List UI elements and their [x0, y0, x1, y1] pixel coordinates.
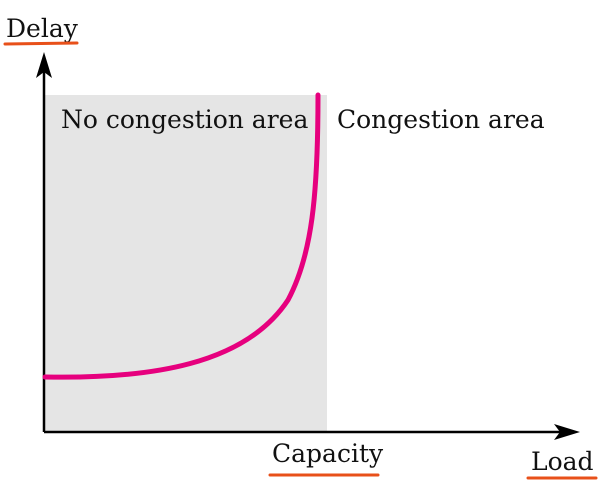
no-congestion-area-shade — [45, 95, 327, 432]
y-axis-label-underline — [3, 41, 79, 46]
delay-curve — [42, 92, 321, 380]
y-axis-arrowhead — [36, 52, 52, 78]
no-congestion-area-label: No congestion area — [61, 105, 308, 134]
y-axis-label: Delay — [6, 14, 79, 43]
x-axis-label: Load — [531, 447, 594, 476]
congestion-area-label: Congestion area — [337, 105, 545, 134]
x-axis-arrowhead — [554, 424, 580, 440]
capacity-label: Capacity — [272, 439, 384, 468]
